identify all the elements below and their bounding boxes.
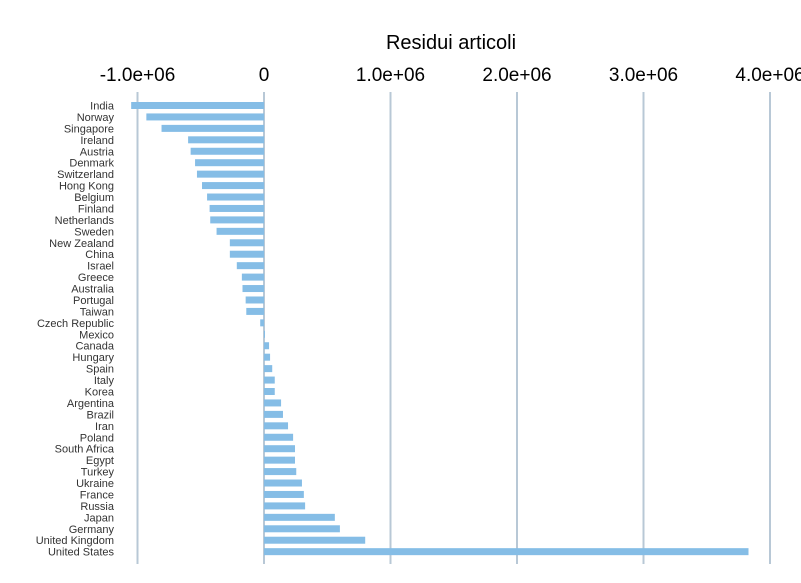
category-label-china: China [85,249,115,261]
category-label-spain: Spain [86,364,114,376]
bar-united-states [264,548,749,556]
bar-korea [264,388,275,395]
bar-belgium [207,193,264,201]
bar-hong-kong [202,182,264,190]
category-label-japan: Japan [84,512,114,524]
category-label-ireland: Ireland [80,135,114,147]
x-tick-label-4: 3.0e+06 [609,65,678,86]
bar-italy [264,376,275,384]
category-label-korea: Korea [85,387,115,399]
category-label-egypt: Egypt [86,455,114,467]
bar-poland [264,433,294,441]
category-label-south-africa: South Africa [55,444,115,456]
bar-singapore [161,124,264,132]
category-label-finland: Finland [78,203,114,215]
category-label-germany: Germany [69,524,115,536]
bar-australia [242,285,264,293]
bar-greece [241,273,264,281]
category-label-sweden: Sweden [74,226,114,238]
bar-iran [264,422,289,430]
category-label-hungary: Hungary [72,352,114,364]
bar-spain [264,365,273,373]
category-label-taiwan: Taiwan [80,306,114,318]
category-labels: IndiaNorwaySingaporeIrelandAustriaDenmar… [36,101,115,559]
bar-ireland [188,136,264,144]
category-label-portugal: Portugal [73,295,114,307]
bar-france [264,490,304,498]
x-axis-ticks: -1.0e+06 0 1.0e+06 2.0e+06 3.0e+06 4.0e+06 [100,65,801,86]
bar-austria [190,147,264,155]
bar-brazil [264,410,283,418]
bar-israel [236,262,264,270]
category-label-turkey: Turkey [81,467,115,479]
x-tick-label-2: 1.0e+06 [356,65,425,86]
category-label-russia: Russia [80,501,115,513]
bar-egypt [264,456,295,464]
bar-argentina [264,399,282,407]
category-label-greece: Greece [78,272,114,284]
bar-finland [209,204,264,212]
bar-norway [146,113,264,121]
bar-sweden [216,227,264,235]
bar-india [131,102,264,109]
category-label-switzerland: Switzerland [57,169,114,181]
category-label-mexico: Mexico [79,329,114,341]
category-label-united-kingdom: United Kingdom [36,535,114,547]
category-label-united-states: United States [48,547,115,559]
bar-mexico [264,330,265,338]
category-label-denmark: Denmark [69,158,114,170]
x-tick-label-1: 0 [259,65,270,86]
bar-new-zealand [229,239,264,247]
category-label-iran: Iran [95,421,114,433]
category-label-austria: Austria [80,146,115,158]
category-label-belgium: Belgium [74,192,114,204]
bar-canada [264,342,270,350]
x-tick-label-3: 2.0e+06 [482,65,551,86]
bar-russia [264,502,306,510]
bar-czech-republic [260,319,264,327]
category-label-czech-republic: Czech Republic [37,318,115,330]
category-label-poland: Poland [80,432,114,444]
x-tick-label-0: -1.0e+06 [100,65,176,86]
bars [131,102,749,556]
category-label-italy: Italy [94,375,115,387]
bar-portugal [245,296,264,304]
bar-netherlands [210,216,264,224]
bar-south-africa [264,445,295,453]
x-tick-label-5: 4.0e+06 [735,65,801,86]
category-label-singapore: Singapore [64,123,114,135]
category-label-ukraine: Ukraine [76,478,114,490]
category-label-argentina: Argentina [67,398,115,410]
category-label-israel: Israel [87,261,114,273]
category-label-brazil: Brazil [86,409,114,421]
bar-china [229,250,264,258]
category-label-norway: Norway [77,112,115,124]
category-label-australia: Australia [71,284,115,296]
bar-denmark [195,159,264,167]
category-label-india: India [90,101,115,113]
bar-switzerland [196,170,264,178]
bar-japan [264,513,335,521]
category-label-hong-kong: Hong Kong [59,181,114,193]
bar-taiwan [246,307,264,315]
bar-hungary [264,353,271,361]
category-label-netherlands: Netherlands [55,215,115,227]
bar-germany [264,525,340,533]
category-label-france: France [80,489,114,501]
bar-ukraine [264,479,302,487]
category-label-new-zealand: New Zealand [49,238,114,250]
bar-turkey [264,468,297,476]
chart-title: Residui articoli [386,32,516,54]
category-label-canada: Canada [75,341,114,353]
bar-united-kingdom [264,536,366,544]
